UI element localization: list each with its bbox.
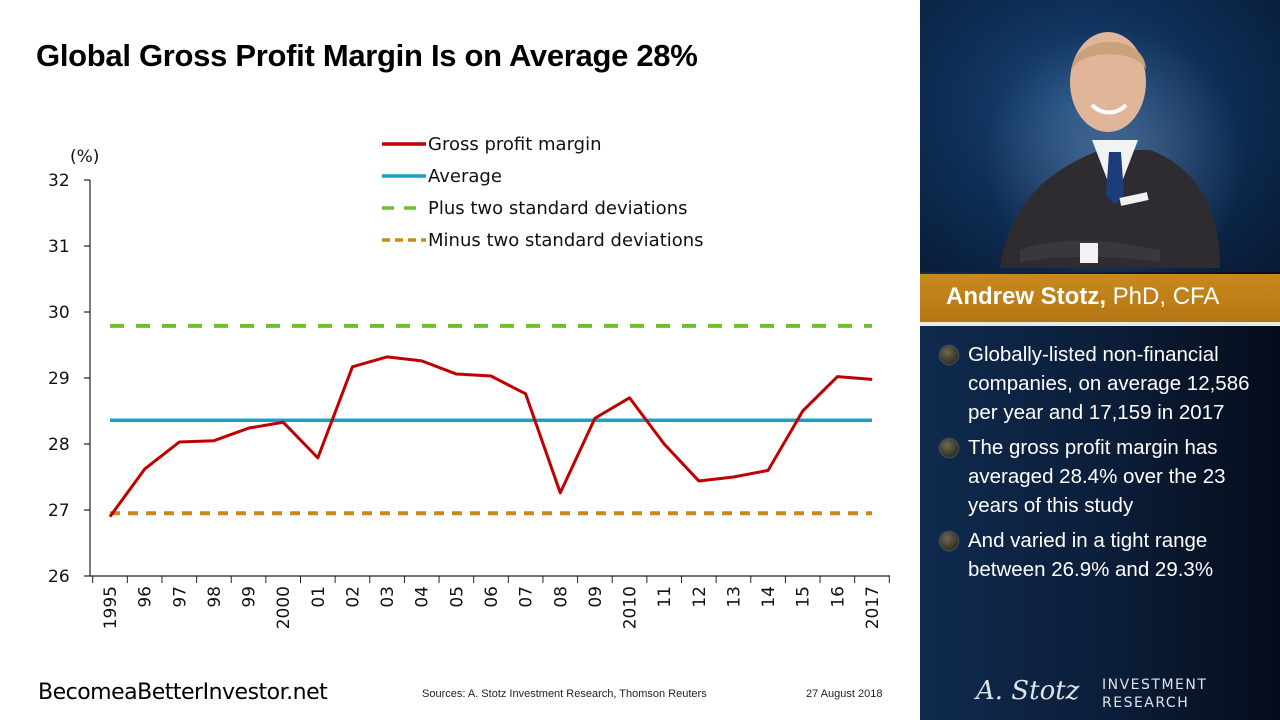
x-tick-label: 16	[828, 586, 848, 608]
data-point	[178, 441, 180, 443]
legend-label: Average	[428, 166, 502, 187]
x-tick-label: 02	[343, 586, 363, 608]
data-point	[525, 393, 527, 395]
x-tick-label: 01	[309, 586, 329, 608]
bullet-text: And varied in a tight range between 26.9…	[968, 529, 1214, 581]
series-line-gross-profit-margin	[108, 355, 873, 518]
x-tick-label: 06	[482, 586, 502, 608]
legend-label: Gross profit margin	[428, 134, 602, 155]
x-tick-label: 2000	[274, 586, 294, 629]
x-tick-label: 07	[517, 586, 537, 608]
legend-label: Plus two standard deviations	[428, 198, 687, 219]
data-point	[455, 373, 457, 375]
data-point	[490, 375, 492, 377]
x-tick-label: 99	[240, 586, 260, 608]
data-point	[559, 492, 561, 494]
bullet-icon	[940, 532, 958, 550]
page-title: Global Gross Profit Margin Is on Average…	[36, 38, 698, 73]
data-point	[144, 468, 146, 470]
x-tick-label: 96	[136, 586, 156, 608]
data-point	[421, 360, 423, 362]
data-point	[698, 480, 700, 482]
y-tick-label: 26	[48, 567, 70, 587]
y-tick-label: 29	[48, 369, 70, 389]
y-tick-label: 30	[48, 303, 70, 323]
logo-line-1: INVESTMENT	[1102, 677, 1208, 693]
author-name: Andrew Stotz, PhD, CFA	[946, 283, 1219, 311]
data-point	[836, 376, 838, 378]
logo-text: INVESTMENT RESEARCH	[1102, 676, 1207, 712]
x-tick-label: 11	[655, 586, 675, 608]
y-tick-label: 31	[48, 237, 70, 257]
data-point	[767, 469, 769, 471]
bullet-icon	[940, 439, 958, 457]
x-tick-label: 2010	[621, 586, 641, 629]
bullet-item: The gross profit margin has averaged 28.…	[940, 433, 1275, 520]
footer-site: BecomeaBetterInvestor.net	[38, 680, 328, 705]
data-point	[386, 356, 388, 358]
x-tick-label: 98	[205, 586, 225, 608]
data-point	[282, 421, 284, 423]
footer-sources: Sources: A. Stotz Investment Research, T…	[422, 688, 707, 700]
data-point	[871, 378, 873, 380]
data-point	[629, 397, 631, 399]
line-chart: 26 27 28 29 30 31 32(%) 1995 96 97 98 99 2000 01 02 03 0…	[48, 134, 890, 629]
x-tick-label: 12	[690, 586, 710, 608]
author-name-bar: Andrew Stotz, PhD, CFA	[920, 274, 1280, 326]
x-tick-label: 08	[551, 586, 571, 608]
data-point	[351, 366, 353, 368]
data-point	[663, 443, 665, 445]
data-point	[109, 516, 111, 518]
x-tick-label: 2017	[863, 586, 883, 629]
data-point	[732, 476, 734, 478]
x-tick-label: 09	[586, 586, 606, 608]
company-logo: A. Stotz INVESTMENT RESEARCH	[976, 674, 1236, 714]
y-axis-label: (%)	[70, 147, 99, 167]
logo-line-2: RESEARCH	[1102, 695, 1190, 711]
y-tick-label: 28	[48, 435, 70, 455]
data-point	[317, 457, 319, 459]
data-point	[802, 410, 804, 412]
x-tick-label: 15	[794, 586, 814, 608]
legend-label: Minus two standard deviations	[428, 230, 704, 251]
y-tick-label: 32	[48, 171, 70, 191]
bullet-item: And varied in a tight range between 26.9…	[940, 526, 1275, 584]
bullet-icon	[940, 346, 958, 364]
sidebar: Andrew Stotz, PhD, CFA Globally-listed n…	[920, 0, 1280, 720]
author-name-text: Andrew Stotz,	[946, 283, 1106, 310]
x-tick-label: 14	[759, 586, 779, 608]
x-tick-label: 13	[724, 586, 744, 608]
chart-panel: Global Gross Profit Margin Is on Average…	[36, 38, 890, 705]
bullet-item: Globally-listed non-financial companies,…	[940, 340, 1275, 427]
bullet-text: Globally-listed non-financial companies,…	[968, 343, 1250, 424]
portrait-image	[985, 30, 1245, 272]
x-tick-label: 03	[378, 586, 398, 608]
y-tick-label: 27	[48, 501, 70, 521]
data-point	[213, 440, 215, 442]
author-credentials: PhD, CFA	[1106, 283, 1220, 310]
data-point	[594, 417, 596, 419]
x-tick-label: 05	[447, 586, 467, 608]
x-tick-label: 04	[413, 586, 433, 608]
logo-signature: A. Stotz	[976, 676, 1080, 706]
author-photo	[920, 0, 1280, 272]
bullet-list: Globally-listed non-financial companies,…	[940, 340, 1275, 590]
x-tick-label: 1995	[101, 586, 121, 629]
footer-date: 27 August 2018	[806, 688, 883, 700]
data-point	[248, 427, 250, 429]
x-tick-label: 97	[170, 586, 190, 608]
bullet-text: The gross profit margin has averaged 28.…	[968, 436, 1226, 517]
